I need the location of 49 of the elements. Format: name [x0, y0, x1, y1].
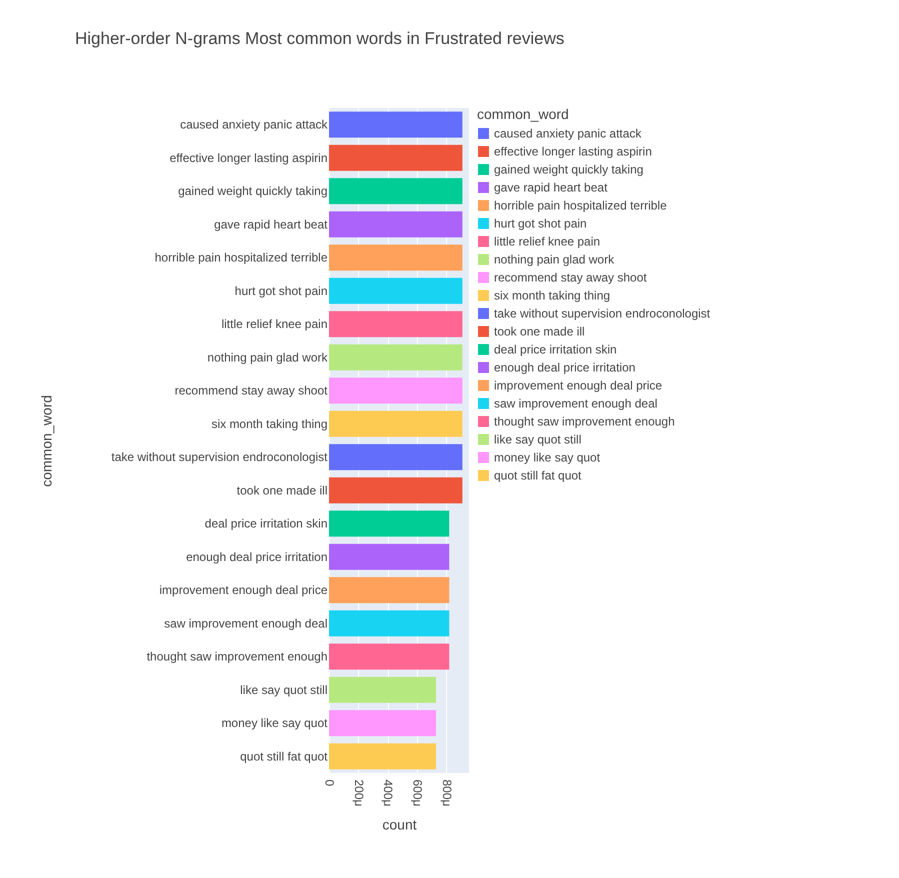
y-tick-label: little relief knee pain [221, 317, 328, 332]
legend-label: took one made ill [494, 324, 585, 338]
y-tick-label: quot still fat quot [240, 749, 328, 764]
y-tick-label: take without supervision endroconologist [111, 450, 328, 464]
y-tick-label: nothing pain glad work [207, 350, 328, 364]
legend-label: hurt got shot pain [494, 216, 587, 230]
legend-label: little relief knee pain [494, 234, 600, 248]
chart-title: Higher-order N-grams Most common words in Frustrated reviews [75, 29, 564, 48]
y-tick-label: took one made ill [236, 483, 328, 498]
legend-label: six month taking thing [494, 288, 610, 302]
legend-label: improvement enough deal price [494, 378, 662, 392]
y-tick-label: improvement enough deal price [159, 583, 328, 598]
legend-label: like say quot still [494, 432, 582, 446]
y-tick-label: enough deal price irritation [186, 550, 328, 564]
y-tick-label: gained weight quickly taking [178, 184, 328, 198]
y-axis-title: common_word [38, 395, 54, 487]
x-tick-label: 800μ [440, 780, 454, 807]
y-tick-label: saw improvement enough deal [164, 616, 328, 630]
y-tick-label: thought saw improvement enough [146, 650, 328, 664]
y-tick-label: horrible pain hospitalized terrible [154, 250, 328, 265]
y-tick-label: like say quot still [240, 682, 328, 697]
legend-label: money like say quot [494, 450, 601, 464]
legend-title: common_word [477, 106, 569, 122]
y-tick-label: recommend stay away shoot [174, 384, 328, 398]
legend-label: quot still fat quot [494, 468, 582, 482]
legend-label: take without supervision endroconologist [494, 306, 711, 320]
y-tick-label: gave rapid heart beat [214, 217, 328, 232]
legend-label: gave rapid heart beat [494, 180, 608, 194]
y-tick-label: six month taking thing [211, 416, 328, 431]
y-tick-label: hurt got shot pain [234, 284, 328, 298]
x-tick-label: 0 [322, 780, 336, 786]
x-tick-label: 400μ [381, 780, 396, 807]
legend-label: thought saw improvement enough [494, 414, 675, 428]
legend-label: nothing pain glad work [494, 252, 616, 266]
x-axis-title: count [382, 816, 417, 832]
legend-label: effective longer lasting aspirin [494, 144, 652, 158]
y-tick-label: caused anxiety panic attack [180, 118, 328, 132]
legend-label: caused anxiety panic attack [494, 126, 642, 140]
legend-label: recommend stay away shoot [494, 270, 648, 284]
y-tick-label: effective longer lasting aspirin [170, 150, 328, 165]
x-tick-label: 600μ [410, 780, 424, 807]
legend-label: gained weight quickly taking [494, 162, 644, 176]
x-tick-label: 200μ [352, 780, 366, 807]
legend-label: horrible pain hospitalized terrible [494, 198, 668, 212]
legend-label: enough deal price irritation [494, 360, 636, 374]
y-tick-label: money like say quot [221, 716, 328, 730]
legend-label: deal price irritation skin [494, 342, 617, 356]
y-tick-label: deal price irritation skin [204, 516, 328, 531]
legend-label: saw improvement enough deal [494, 396, 658, 410]
